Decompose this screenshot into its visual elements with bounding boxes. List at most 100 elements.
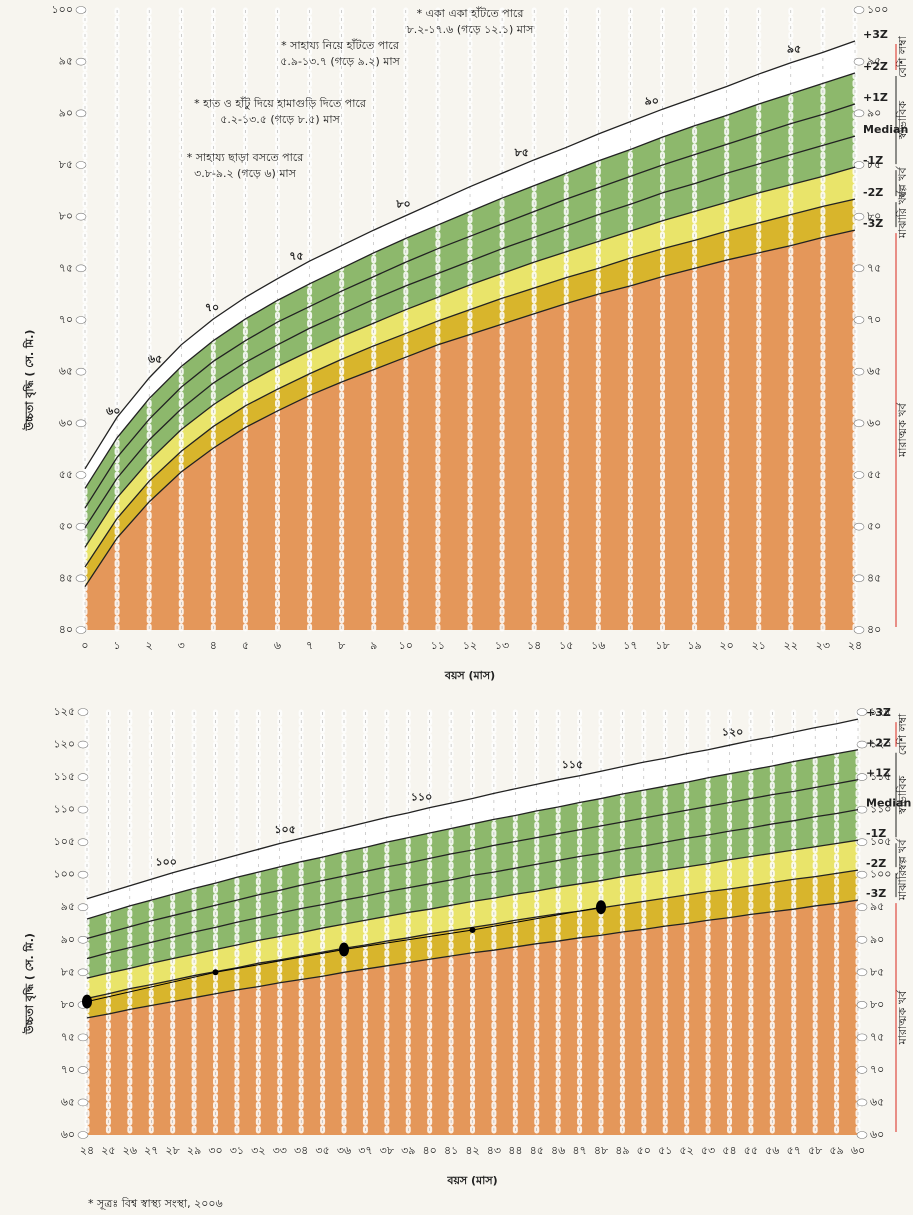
child-point	[470, 927, 476, 933]
x-tick-label: ৬০	[851, 1144, 865, 1157]
y-tick-label: ৮৫	[59, 158, 73, 171]
milestone-note: ৫.২-১৩.৫ (গড়ে ৮.৫) মাস	[220, 113, 340, 126]
y-tick-mark	[854, 575, 864, 582]
y-tick-mark	[857, 1066, 867, 1073]
milestone-note: ৫.৯-১৩.৭ (গড়ে ৯.২) মাস	[280, 55, 400, 68]
x-tick-label: ৩২	[251, 1144, 265, 1157]
y-tick-mark	[76, 368, 86, 375]
child-point	[213, 969, 219, 975]
x-tick-label: ১৯	[687, 639, 701, 652]
x-tick-label: ২৮	[166, 1144, 180, 1157]
footnote: * সূত্রঃ বিশ্ব স্বাস্থ্য সংস্থা, ২০০৬	[88, 1197, 223, 1210]
zone-label: স্বাভাবিক	[896, 101, 909, 141]
y-tick-mark	[78, 904, 88, 911]
y-tick-label: ৬৫	[59, 365, 73, 378]
x-tick-label: ২৫	[101, 1144, 115, 1157]
series-label: +1Z	[863, 91, 888, 104]
y-tick-mark	[76, 317, 86, 324]
y-tick-mark	[857, 969, 867, 976]
x-tick-label: ৫০	[637, 1144, 651, 1157]
milestone-note: * একা একা হাঁটতে পারে	[417, 6, 525, 20]
series-label: -2Z	[866, 857, 886, 870]
y-tick-label: ৫০	[867, 520, 881, 533]
x-tick-label: ৫৬	[765, 1144, 779, 1157]
x-tick-label: ৫৯	[829, 1144, 843, 1157]
y-tick-mark	[78, 1066, 88, 1073]
zone-label: মাঝারি খর্ব	[896, 189, 909, 239]
y-tick-label: ৯০	[867, 106, 881, 119]
zone-label: মারাত্মক খর্ব	[896, 401, 909, 458]
y-tick-label: ১০০	[52, 3, 73, 16]
y-tick-label: ৭০	[870, 1063, 884, 1076]
y-tick-mark	[78, 709, 88, 716]
y-tick-mark	[857, 1001, 867, 1008]
y-tick-mark	[857, 871, 867, 878]
y-tick-mark	[78, 839, 88, 846]
y-tick-label: ৭০	[867, 313, 881, 326]
y-tick-label: ৯০	[870, 933, 884, 946]
y-tick-mark	[78, 871, 88, 878]
x-tick-label: ১৪	[527, 639, 541, 652]
zone-label: স্বল্প খর্ব	[896, 837, 909, 871]
y-tick-label: ১১০	[54, 803, 75, 816]
y-tick-label: ৬০	[59, 416, 73, 429]
zone-label: বেশি লম্বা	[896, 35, 909, 77]
x-tick-label: ৩৮	[380, 1144, 394, 1157]
y-tick-label: ৭৫	[867, 261, 881, 274]
y-tick-mark	[78, 1099, 88, 1106]
x-tick-label: ৫৪	[722, 1144, 736, 1157]
y-tick-label: ৬৫	[61, 1095, 75, 1108]
top-value-label: ১০৫	[274, 823, 295, 836]
series-label: -3Z	[863, 217, 883, 230]
y-axis-title: উচ্চতা বৃদ্ধি ( সে. মি.)	[22, 933, 37, 1035]
x-tick-label: ৩৬	[337, 1144, 351, 1157]
child-point	[596, 900, 606, 914]
x-tick-label: ১১	[431, 639, 445, 652]
x-tick-label: ৬	[274, 639, 281, 652]
top-value-label: ৮৫	[514, 146, 529, 159]
x-tick-label: ৪৪	[508, 1144, 522, 1157]
y-tick-label: ৯০	[59, 106, 73, 119]
x-tick-label: ৭	[306, 639, 313, 652]
y-tick-label: ১০০	[54, 868, 75, 881]
x-tick-label: ৩৫	[315, 1144, 329, 1157]
y-tick-mark	[76, 420, 86, 427]
x-tick-label: ২৭	[144, 1144, 158, 1157]
y-tick-mark	[854, 627, 864, 634]
x-tick-label: ৫৫	[744, 1144, 758, 1157]
y-tick-label: ৪০	[867, 623, 881, 636]
y-tick-mark	[76, 265, 86, 272]
y-tick-label: ৭৫	[59, 261, 73, 274]
y-tick-mark	[78, 741, 88, 748]
y-tick-label: ৭০	[61, 1063, 75, 1076]
y-tick-label: ৫৫	[59, 468, 73, 481]
x-tick-label: ৩১	[230, 1144, 244, 1157]
y-tick-label: ১২০	[54, 738, 75, 751]
top-value-label: ১১০	[411, 791, 432, 804]
zone-label: মাঝারি	[896, 869, 909, 901]
series-label: -1Z	[863, 154, 883, 167]
y-tick-mark	[854, 368, 864, 375]
x-tick-label: ২৩	[816, 639, 830, 652]
y-tick-label: ১০৫	[54, 835, 75, 848]
x-tick-label: ৪৭	[572, 1144, 586, 1157]
y-tick-mark	[854, 110, 864, 117]
top-value-label: ৯৫	[787, 43, 801, 56]
y-tick-label: ৬০	[61, 1128, 75, 1141]
series-label: -1Z	[866, 827, 886, 840]
milestone-note: ৩.৮-৯.২ (গড়ে ৬) মাস	[194, 167, 297, 180]
milestone-note: ৮.২-১৭.৬ (গড়ে ১২.১) মাস	[407, 23, 534, 36]
y-tick-label: ৬৫	[870, 1095, 884, 1108]
y-tick-mark	[76, 472, 86, 479]
x-tick-label: ৫৭	[787, 1144, 801, 1157]
x-tick-label: ৪০	[423, 1144, 437, 1157]
y-tick-mark	[78, 1034, 88, 1041]
y-tick-mark	[76, 58, 86, 65]
x-tick-label: ২১	[752, 639, 766, 652]
y-tick-label: ৬০	[867, 416, 881, 429]
zone-label: বেশি লম্বা	[896, 713, 909, 755]
y-tick-mark	[76, 575, 86, 582]
milestone-note: * হাত ও হাঁটু দিয়ে হামাগুড়ি দিতে পারে	[194, 96, 367, 110]
milestone-note: * সাহায্য ছাড়া বসতে পারে	[187, 151, 304, 164]
